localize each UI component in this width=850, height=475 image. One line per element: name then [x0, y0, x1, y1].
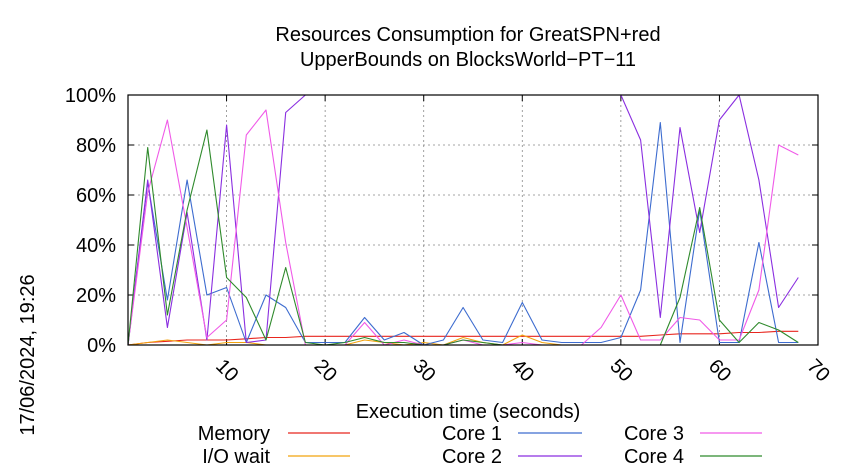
- legend-label-memory: Memory: [198, 423, 270, 445]
- series-lines: [127, 94, 799, 346]
- grid-lines: [128, 95, 818, 345]
- x-tick-label: 10: [211, 355, 242, 386]
- x-tick-label: 30: [408, 355, 439, 386]
- x-tick-label: 40: [507, 355, 538, 386]
- x-axis-label: Execution time (seconds): [356, 401, 581, 423]
- y-tick-label: 40%: [76, 235, 116, 257]
- chart-title-line-1: Resources Consumption for GreatSPN+red: [275, 24, 660, 46]
- x-tick-label: 60: [704, 355, 735, 386]
- chart-title-line-2: UpperBounds on BlocksWorld−PT−11: [300, 49, 636, 71]
- plot-frame: [127, 94, 819, 346]
- x-tick-label: 70: [803, 355, 834, 386]
- series-line-memory: [127, 330, 799, 346]
- y-tick-label: 80%: [76, 135, 116, 157]
- legend-label-i-o-wait: I/O wait: [202, 446, 270, 468]
- legend-label-core-3: Core 3: [624, 423, 684, 445]
- legend-label-core-2: Core 2: [442, 446, 502, 468]
- y-tick-label: 100%: [65, 85, 116, 107]
- x-tick-label: 20: [310, 355, 341, 386]
- y-tick-label: 20%: [76, 285, 116, 307]
- series-line-core-4: [127, 129, 799, 346]
- y-tick-label: 60%: [76, 185, 116, 207]
- y-tick-label: 0%: [87, 335, 116, 357]
- series-line-core-1: [127, 121, 799, 346]
- x-tick-label: 50: [605, 355, 636, 386]
- legend-label-core-1: Core 1: [442, 423, 502, 445]
- y-axis: 0% 20% 40% 60% 80% 100%: [65, 85, 818, 357]
- timestamp-label: 17/06/2024, 19:26: [17, 274, 39, 435]
- legend-label-core-4: Core 4: [624, 446, 684, 468]
